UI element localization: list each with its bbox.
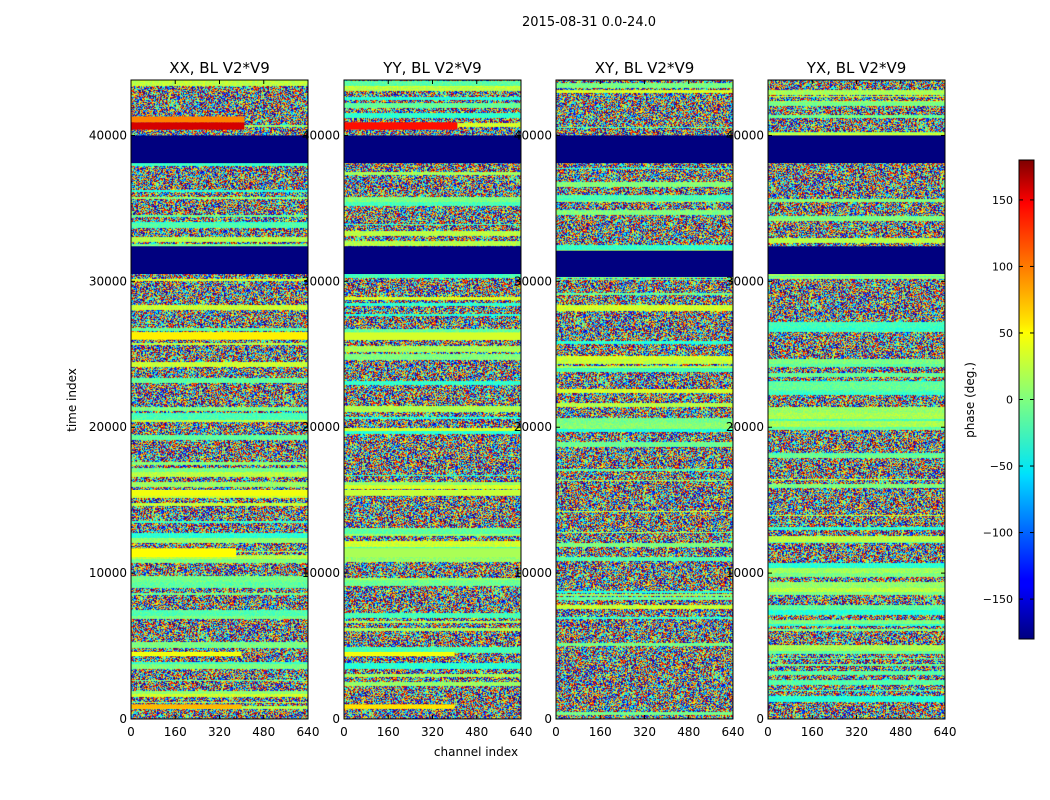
phase-band: [131, 651, 242, 657]
phase-heatmap-image: [556, 80, 733, 719]
y-tick-label: 10000: [726, 566, 764, 580]
x-tick-label: 640: [510, 725, 533, 739]
y-tick-label: 40000: [302, 128, 340, 142]
phase-heatmap-image: [768, 80, 945, 719]
y-tick-label: 30000: [514, 274, 552, 288]
panel-2: XY, BL V2*V9 0 160 320 480 640 0 10000 20000 3000…: [514, 59, 745, 739]
phase-band: [344, 122, 458, 130]
x-tick-label: 160: [377, 725, 400, 739]
colorbar-tick-label: 150: [992, 194, 1013, 207]
phase-band: [344, 548, 521, 558]
panel-title: YX, BL V2*V9: [806, 59, 907, 77]
phase-band: [131, 489, 308, 496]
colorbar-tick-label: 50: [999, 327, 1013, 340]
colorbar-tick-label: 100: [992, 260, 1013, 273]
x-tick-label: 160: [801, 725, 824, 739]
masked-band: [768, 246, 945, 275]
x-axis-label: channel index: [434, 745, 518, 759]
y-tick-label: 20000: [726, 420, 764, 434]
phase-band: [131, 122, 245, 130]
masked-band: [131, 135, 308, 164]
panel-title: XY, BL V2*V9: [595, 59, 695, 77]
panel-0: XX, BL V2*V9 0 160 320 480 640 0 10000 20000 3000…: [89, 59, 320, 739]
masked-band: [556, 135, 733, 164]
panel-title: XX, BL V2*V9: [169, 59, 270, 77]
y-tick-label: 0: [119, 712, 127, 726]
y-axis-label: time index: [65, 368, 79, 432]
y-tick-label: 0: [756, 712, 764, 726]
masked-band: [556, 250, 733, 277]
phase-band: [344, 651, 455, 657]
x-tick-label: 320: [845, 725, 868, 739]
x-tick-label: 0: [764, 725, 772, 739]
phase-band: [344, 332, 521, 340]
x-tick-label: 0: [127, 725, 135, 739]
phase-band: [344, 489, 521, 496]
x-tick-label: 640: [297, 725, 320, 739]
masked-band: [768, 135, 945, 164]
x-tick-label: 480: [677, 725, 700, 739]
y-tick-label: 20000: [89, 420, 127, 434]
phase-heatmap-image: [344, 80, 521, 719]
x-tick-label: 0: [340, 725, 348, 739]
y-tick-label: 40000: [514, 128, 552, 142]
colorbar-tick-label: −100: [983, 527, 1013, 540]
x-tick-label: 320: [208, 725, 231, 739]
figure-suptitle: 2015-08-31 0.0-24.0: [522, 15, 656, 30]
phase-band: [131, 116, 245, 123]
y-tick-label: 0: [544, 712, 552, 726]
phase-heatmap-image: [131, 80, 308, 719]
y-tick-label: 30000: [89, 274, 127, 288]
y-tick-label: 10000: [302, 566, 340, 580]
colorbar-tick-label: −50: [990, 460, 1013, 473]
y-tick-label: 30000: [302, 274, 340, 288]
phase-band: [131, 332, 308, 340]
y-tick-label: 10000: [514, 566, 552, 580]
panel-title: YY, BL V2*V9: [382, 59, 481, 77]
x-tick-label: 480: [465, 725, 488, 739]
x-tick-label: 480: [889, 725, 912, 739]
y-tick-label: 30000: [726, 274, 764, 288]
phase-band: [131, 704, 242, 709]
panel-3: YX, BL V2*V9 0 160 320 480 640 0 10000 20000 3000…: [726, 59, 957, 739]
x-tick-label: 0: [552, 725, 560, 739]
colorbar-tick-label: −150: [983, 593, 1013, 606]
x-tick-label: 320: [421, 725, 444, 739]
masked-band: [344, 135, 521, 164]
phase-band: [344, 704, 455, 709]
panel-1: YY, BL V2*V9 0 160 320 480 640 0 10000 20000 3000…: [302, 59, 533, 739]
panels-group: XX, BL V2*V9 0 160 320 480 640 0 10000 20000 3000…: [89, 59, 957, 739]
x-tick-label: 640: [722, 725, 745, 739]
x-tick-label: 640: [934, 725, 957, 739]
colorbar: 150 100 50 0 −50 −100 −150 phase (deg.): [963, 159, 1035, 640]
colorbar-tick-label: 0: [1006, 394, 1013, 407]
x-tick-label: 160: [164, 725, 187, 739]
y-tick-label: 40000: [89, 128, 127, 142]
phase-band: [131, 548, 237, 558]
x-tick-label: 480: [252, 725, 275, 739]
y-tick-label: 0: [332, 712, 340, 726]
y-tick-label: 40000: [726, 128, 764, 142]
y-tick-label: 20000: [302, 420, 340, 434]
masked-band: [344, 246, 521, 275]
colorbar-label: phase (deg.): [963, 362, 977, 438]
y-tick-label: 20000: [514, 420, 552, 434]
y-tick-label: 10000: [89, 566, 127, 580]
x-tick-label: 320: [633, 725, 656, 739]
masked-band: [131, 246, 308, 275]
x-tick-label: 160: [589, 725, 612, 739]
